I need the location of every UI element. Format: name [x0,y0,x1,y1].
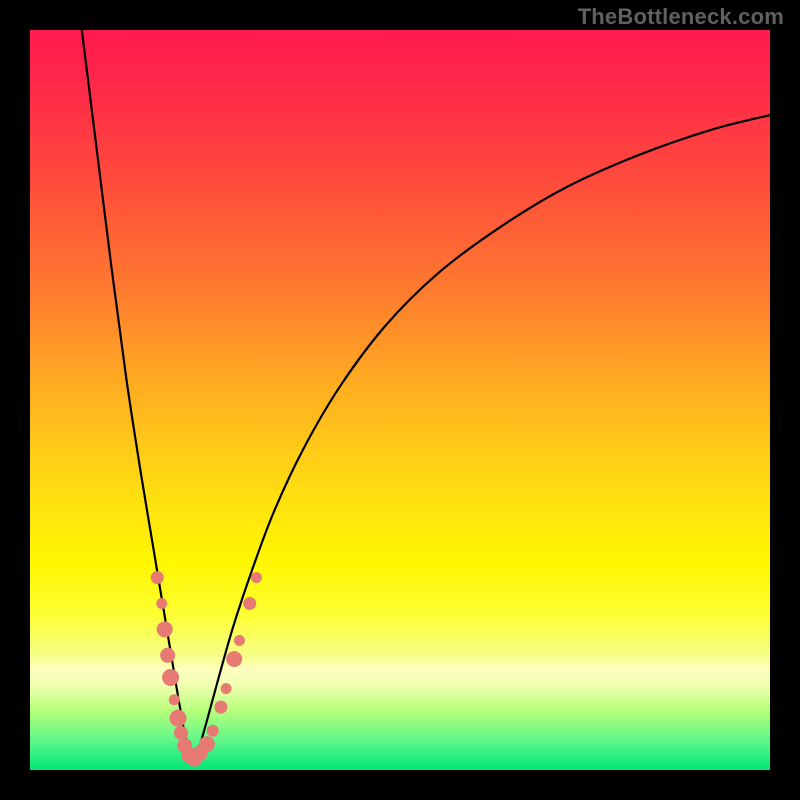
highlight-dot [160,648,175,663]
highlight-dot [174,726,188,740]
highlight-dot [156,598,167,609]
highlight-dot [243,597,256,610]
highlight-dot [234,635,245,646]
highlight-dot [251,572,262,583]
highlight-dot [170,710,187,727]
highlight-dot [199,736,215,752]
highlight-dot [151,571,164,584]
highlight-dot [157,621,173,637]
gradient-background [30,30,770,770]
highlight-dot [226,651,242,667]
bottleneck-chart-svg [30,30,770,770]
highlight-dot [214,701,227,714]
highlight-dot [207,725,219,737]
chart-frame: TheBottleneck.com [0,0,800,800]
highlight-dot [162,669,179,686]
highlight-dot [221,683,232,694]
plot-area [30,30,770,770]
source-watermark: TheBottleneck.com [578,4,784,30]
highlight-dot [169,694,180,705]
